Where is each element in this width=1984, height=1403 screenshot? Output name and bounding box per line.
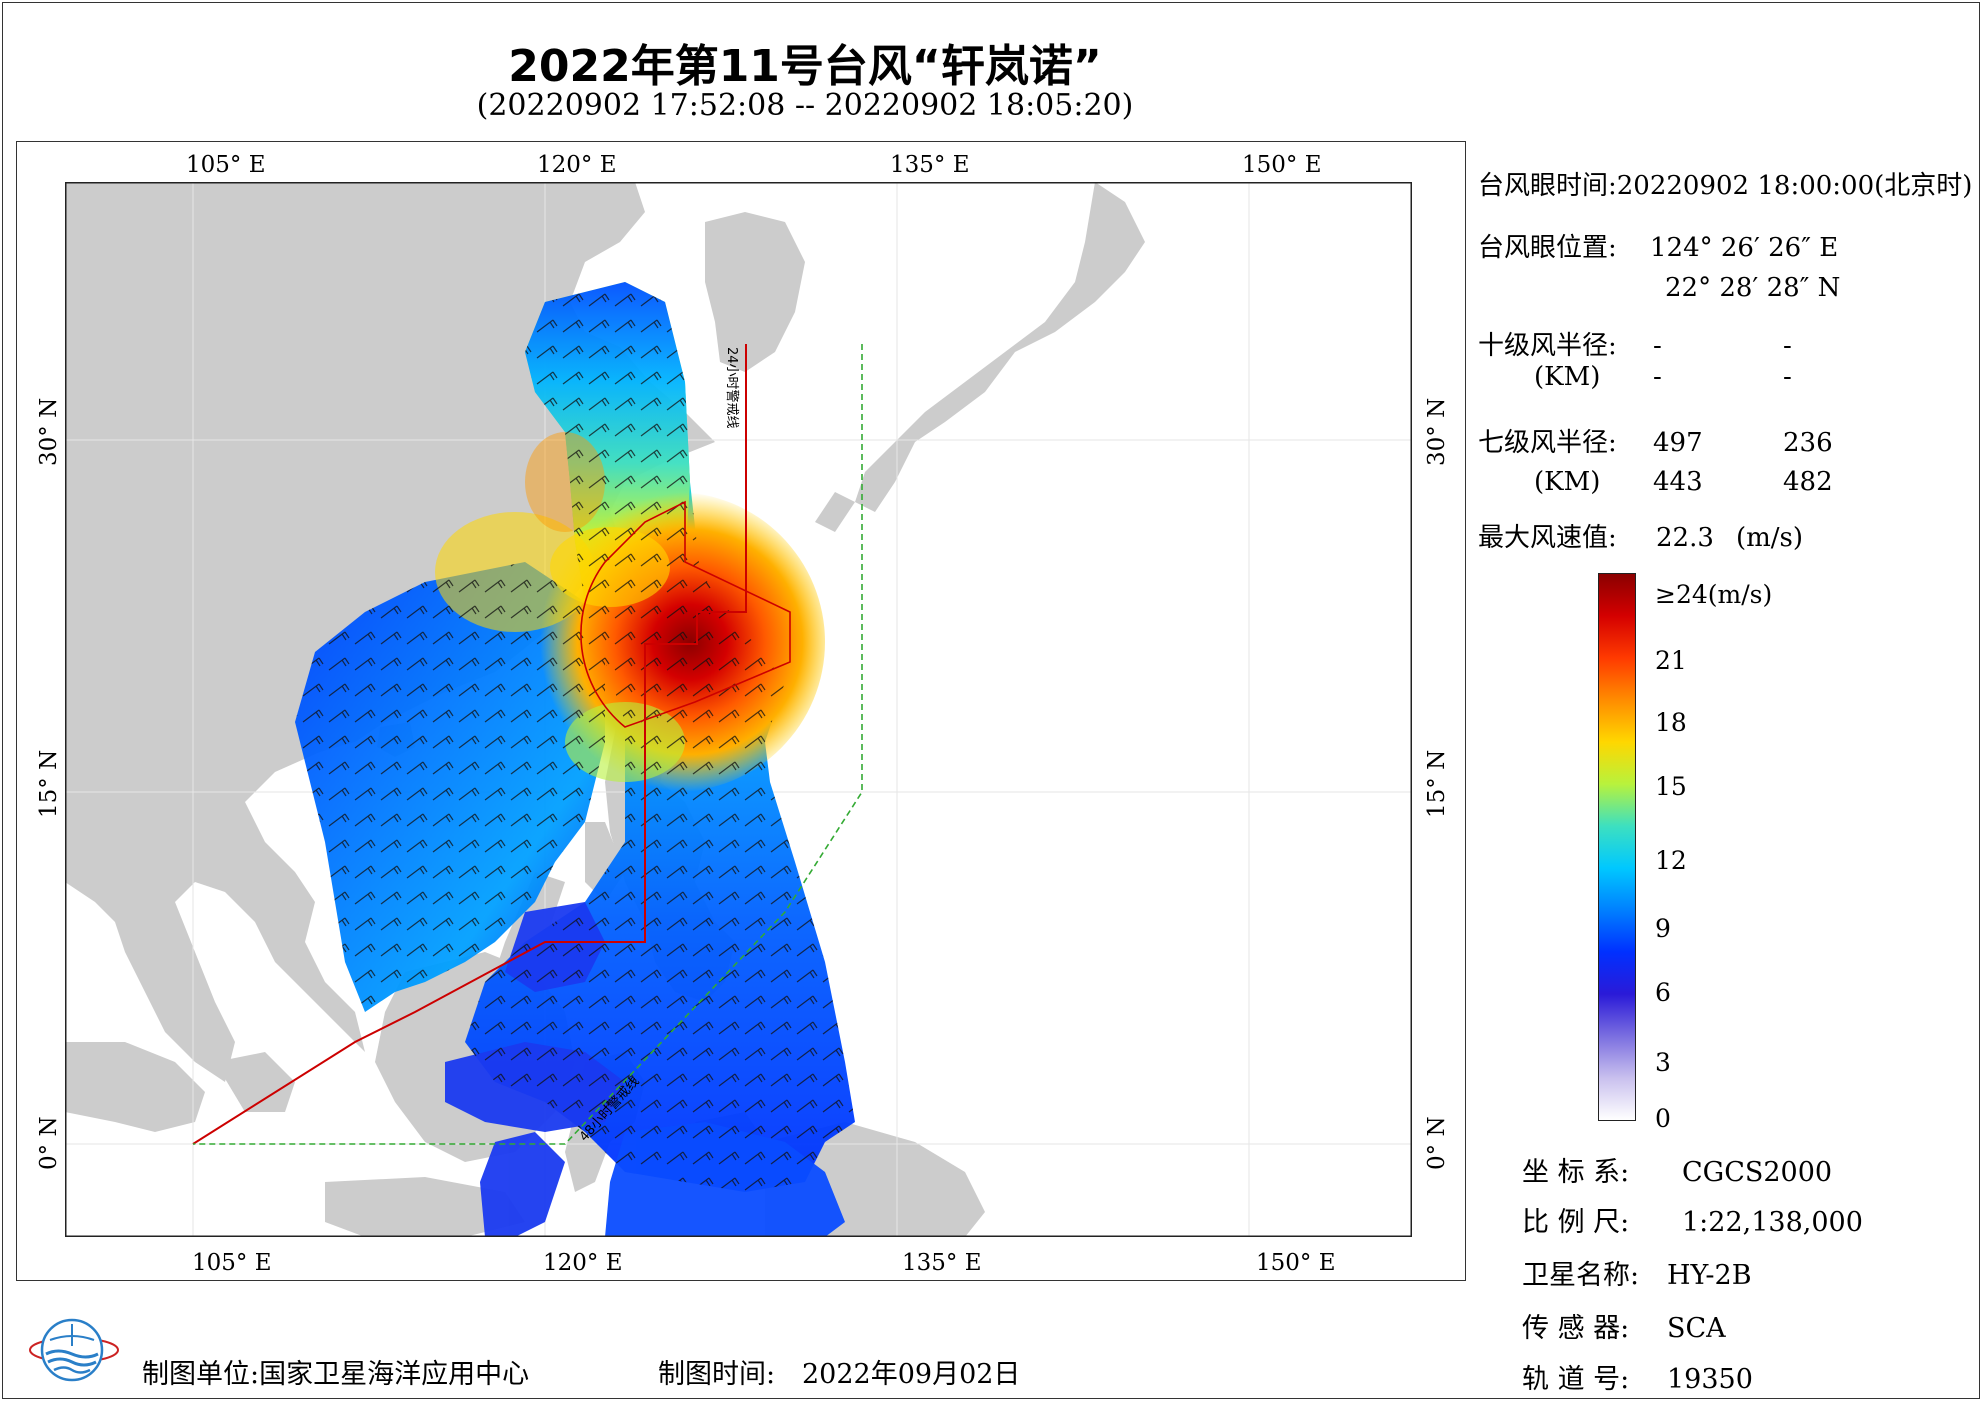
cb-label-21: 21: [1655, 646, 1687, 675]
lon-tick-bottom-135: 135° E: [902, 1250, 982, 1276]
lon-tick-top-120: 120° E: [537, 152, 617, 178]
date-row: 制图时间: 2022年09月02日: [658, 1352, 1020, 1391]
orbit-value: 19350: [1667, 1364, 1753, 1395]
warning-24h-label: 24小时警戒线: [724, 347, 740, 429]
orbit-label: 轨 道 号:: [1522, 1364, 1630, 1395]
producer-label: 制图单位:: [142, 1359, 260, 1390]
r10-label: 十级风半径:: [1478, 331, 1617, 361]
nsoas-logo: [28, 1310, 120, 1390]
producer-value: 国家卫星海洋应用中心: [259, 1359, 530, 1390]
sensor-row: 传 感 器: SCA: [1522, 1306, 1726, 1345]
sensor-label: 传 感 器:: [1522, 1313, 1630, 1344]
eye-lat: 22° 28′ 28″ N: [1665, 273, 1841, 303]
wind-field-map[interactable]: 24小时警戒线 48小时警戒线: [65, 182, 1412, 1237]
r10-unit: (KM): [1534, 362, 1601, 392]
satellite-label: 卫星名称:: [1522, 1260, 1640, 1291]
lat-tick-left-15: 15° N: [36, 749, 62, 818]
eye-time-value: 20220902 18:00:00(北京时): [1616, 171, 1973, 201]
scale-label: 比 例 尺:: [1522, 1207, 1630, 1238]
satellite-value: HY-2B: [1667, 1260, 1752, 1291]
satellite-row: 卫星名称: HY-2B: [1522, 1253, 1752, 1292]
cb-label-15: 15: [1655, 772, 1687, 801]
date-value: 2022年09月02日: [802, 1359, 1021, 1390]
map-inner-border: [65, 182, 1412, 1237]
max-wind-unit: (m/s): [1736, 523, 1804, 553]
r10-nw: -: [1783, 362, 1792, 392]
scale-row: 比 例 尺: 1:22,138,000: [1522, 1200, 1863, 1239]
eye-pos-label: 台风眼位置:: [1478, 233, 1617, 263]
date-label: 制图时间:: [658, 1359, 776, 1390]
crs-row: 坐 标 系: CGCS2000: [1522, 1150, 1832, 1189]
scale-value: 1:22,138,000: [1682, 1207, 1863, 1238]
warning-line-48h: [193, 344, 863, 1145]
orbit-row: 轨 道 号: 19350: [1522, 1357, 1753, 1396]
r7-sw: 443: [1653, 467, 1703, 497]
r10-row-2: (KM) - -: [1478, 362, 1792, 392]
lon-tick-bottom-105: 105° E: [192, 1250, 272, 1276]
wind-radius-outline: [580, 500, 791, 728]
r7-label: 七级风半径:: [1478, 428, 1617, 458]
r10-row: 十级风半径: - -: [1478, 325, 1792, 362]
r7-se: 236: [1783, 428, 1833, 458]
crs-label: 坐 标 系:: [1522, 1157, 1630, 1188]
wind-speed-colorbar: [1598, 573, 1636, 1121]
max-wind-row: 最大风速值: 22.3 (m/s): [1478, 517, 1803, 554]
eye-time-row: 台风眼时间:20220902 18:00:00(北京时): [1478, 165, 1972, 202]
r10-sw: -: [1653, 362, 1662, 392]
lon-tick-top-105: 105° E: [186, 152, 266, 178]
sensor-value: SCA: [1667, 1313, 1726, 1344]
map-frame: [16, 141, 1466, 1281]
crs-value: CGCS2000: [1682, 1157, 1833, 1188]
map-title: 2022年第11号台风“轩岚诺”: [508, 41, 1102, 92]
lat-tick-right-30: 30° N: [1424, 397, 1450, 466]
r7-nw: 482: [1783, 467, 1833, 497]
lon-tick-bottom-120: 120° E: [543, 1250, 623, 1276]
wind-barbs: [295, 282, 855, 1192]
max-wind-label: 最大风速值:: [1478, 523, 1617, 553]
lon-tick-bottom-150: 150° E: [1256, 1250, 1336, 1276]
lon-tick-top-150: 150° E: [1242, 152, 1322, 178]
cb-label-6: 6: [1655, 978, 1671, 1007]
lat-tick-left-30: 30° N: [36, 397, 62, 466]
r7-ne: 497: [1653, 428, 1703, 458]
lat-tick-right-15: 15° N: [1424, 749, 1450, 818]
eye-pos-row: 台风眼位置: 124° 26′ 26″ E: [1478, 227, 1838, 264]
cb-label-18: 18: [1655, 708, 1687, 737]
producer-row: 制图单位:国家卫星海洋应用中心: [142, 1352, 529, 1391]
r7-unit: (KM): [1534, 467, 1601, 497]
eye-time-label: 台风眼时间:: [1478, 171, 1617, 201]
map-subtitle: (20220902 17:52:08 -- 20220902 18:05:20): [476, 88, 1134, 123]
cb-label-0: 0: [1655, 1104, 1671, 1133]
max-wind-value: 22.3: [1656, 523, 1714, 553]
eye-lon: 124° 26′ 26″ E: [1650, 233, 1839, 263]
cb-label-9: 9: [1655, 914, 1671, 943]
r7-row: 七级风半径: 497 236: [1478, 422, 1833, 459]
cb-label-24: ≥24(m/s): [1655, 580, 1773, 609]
r10-ne: -: [1653, 331, 1662, 361]
cb-label-12: 12: [1655, 846, 1687, 875]
lat-tick-right-0: 0° N: [1424, 1116, 1450, 1170]
r7-row-2: (KM) 443 482: [1478, 467, 1833, 497]
r10-se: -: [1783, 331, 1792, 361]
warning-line-24h: [192, 344, 747, 1145]
lon-tick-top-135: 135° E: [890, 152, 970, 178]
cb-label-3: 3: [1655, 1048, 1671, 1077]
lat-tick-left-0: 0° N: [36, 1116, 62, 1170]
